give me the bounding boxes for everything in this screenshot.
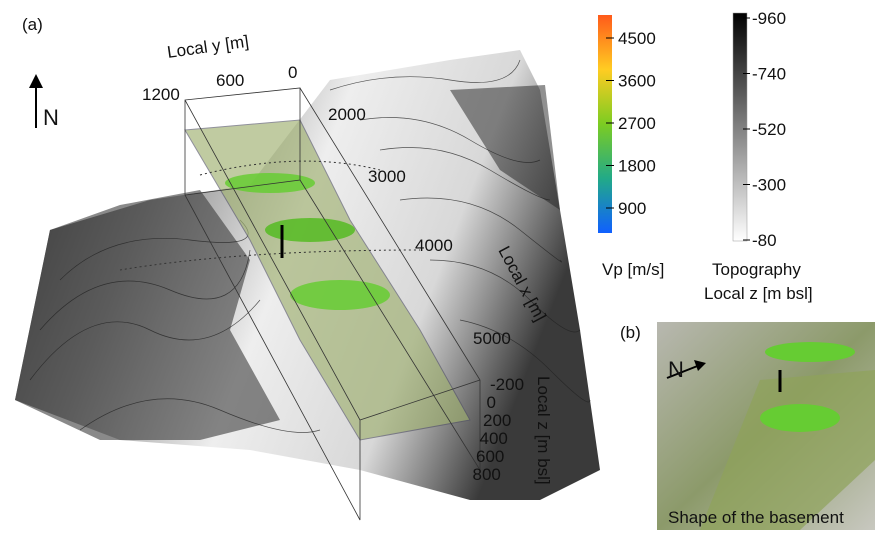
tick-label: 2700 — [618, 114, 656, 133]
figure: (a) N Local y [m] Local x [m] Local z [m… — [0, 0, 879, 533]
north-label: N — [43, 105, 59, 130]
colorbar-title: Vp [m/s] — [602, 260, 664, 279]
panel-b: N Shape of the basement — [657, 322, 875, 530]
tick-label: -740 — [752, 65, 786, 84]
tick-label: 600 — [216, 71, 244, 90]
tick-label: -520 — [752, 120, 786, 139]
tick-label: -80 — [752, 231, 777, 250]
panel-label: (a) — [22, 15, 43, 34]
tick-label: -300 — [752, 176, 786, 195]
colorbar-title: Topography — [712, 260, 801, 279]
tick-label: 1800 — [618, 157, 656, 176]
tick-label: 4500 — [618, 29, 656, 48]
tick-label: 0 — [288, 63, 297, 82]
colorbar-topography — [733, 13, 747, 241]
north-arrow: N — [29, 74, 59, 130]
tick-label: 400 — [480, 429, 508, 448]
colorbar-vp — [598, 15, 612, 233]
tick-label: 0 — [487, 393, 496, 412]
north-label: N — [668, 357, 684, 382]
tick-label: 5000 — [473, 329, 511, 348]
tick-label: 3600 — [618, 72, 656, 91]
tick-label: -200 — [490, 375, 524, 394]
tick-label: 3000 — [368, 167, 406, 186]
caption: Shape of the basement — [668, 508, 844, 527]
panel-label: (b) — [620, 323, 641, 342]
tick-label: 1200 — [142, 85, 180, 104]
axis-title: Local y [m] — [166, 32, 250, 62]
tick-label: 600 — [476, 447, 504, 466]
tick-label: 2000 — [328, 105, 366, 124]
tick-label: -960 — [752, 9, 786, 28]
colorbar-title: Local z [m bsl] — [704, 284, 813, 303]
tick-label: 800 — [473, 465, 501, 484]
axis-title: Local z [m bsl] — [534, 376, 553, 485]
tick-label: 200 — [483, 411, 511, 430]
tick-label: 900 — [618, 199, 646, 218]
tick-label: 4000 — [415, 236, 453, 255]
